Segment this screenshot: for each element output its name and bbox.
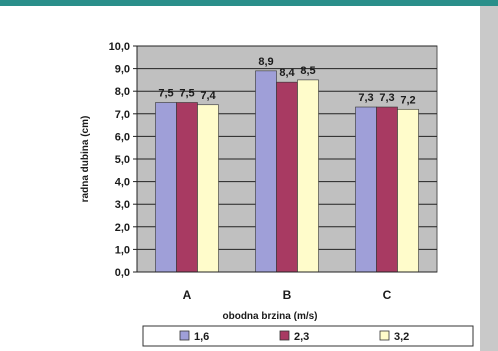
legend-swatch bbox=[179, 330, 190, 341]
bar-C-1-6 bbox=[355, 106, 377, 273]
bars bbox=[155, 70, 419, 273]
data-label: 7,5 bbox=[179, 88, 194, 100]
y-tick-label: 1,0 bbox=[115, 244, 130, 256]
x-category-label: A bbox=[183, 288, 192, 302]
y-tick-label: 4,0 bbox=[115, 177, 130, 189]
legend-label: 3,2 bbox=[394, 331, 409, 343]
y-tick-label: 10,0 bbox=[109, 41, 130, 53]
data-label: 7,3 bbox=[358, 92, 373, 104]
x-axis-categories: A B C bbox=[183, 288, 392, 302]
y-axis-title: radna dubina (cm) bbox=[80, 116, 91, 203]
legend-swatch bbox=[379, 330, 390, 341]
x-axis-title: obodna brzina (m/s) bbox=[223, 311, 318, 322]
data-label: 7,4 bbox=[200, 90, 216, 102]
legend-label: 2,3 bbox=[294, 331, 309, 343]
bar-C-3-2 bbox=[397, 108, 419, 273]
data-labels: 7,5 7,5 7,4 8,9 8,4 8,5 7,3 7,3 7,2 bbox=[158, 56, 415, 106]
y-tick-label: 0,0 bbox=[115, 267, 130, 279]
y-tick-label: 5,0 bbox=[115, 154, 130, 166]
y-tick-label: 7,0 bbox=[115, 109, 130, 121]
bar-A-3-2 bbox=[197, 104, 219, 273]
bar-B-3-2 bbox=[297, 79, 319, 273]
data-label: 7,3 bbox=[379, 92, 394, 104]
legend-swatch bbox=[279, 330, 290, 341]
data-label: 8,4 bbox=[279, 67, 295, 79]
bar-A-1-6 bbox=[155, 102, 177, 273]
data-label: 7,2 bbox=[400, 94, 415, 106]
x-category-label: C bbox=[383, 288, 392, 302]
legend: 1,6 2,3 3,2 bbox=[142, 325, 474, 347]
legend-label: 1,6 bbox=[194, 331, 209, 343]
data-label: 7,5 bbox=[158, 88, 173, 100]
y-tick-label: 3,0 bbox=[115, 199, 130, 211]
bar-chart: 0,01,02,03,04,05,06,07,08,09,010,0 7,5 7,… bbox=[80, 41, 474, 347]
bar-B-1-6 bbox=[255, 70, 277, 273]
y-tick-label: 6,0 bbox=[115, 131, 130, 143]
y-tick-label: 9,0 bbox=[115, 64, 130, 76]
y-tick-label: 2,0 bbox=[115, 222, 130, 234]
y-axis-ticks: 0,0 1,0 2,0 3,0 4,0 5,0 6,0 7,0 8,0 9,0 10,0 bbox=[109, 41, 137, 279]
x-category-label: B bbox=[283, 288, 292, 302]
bar-C-2-3 bbox=[376, 106, 398, 273]
y-tick-label: 8,0 bbox=[115, 86, 130, 98]
bar-B-2-3 bbox=[276, 81, 298, 273]
data-label: 8,5 bbox=[300, 65, 315, 77]
bar-A-2-3 bbox=[176, 102, 198, 273]
data-label: 8,9 bbox=[258, 56, 273, 68]
